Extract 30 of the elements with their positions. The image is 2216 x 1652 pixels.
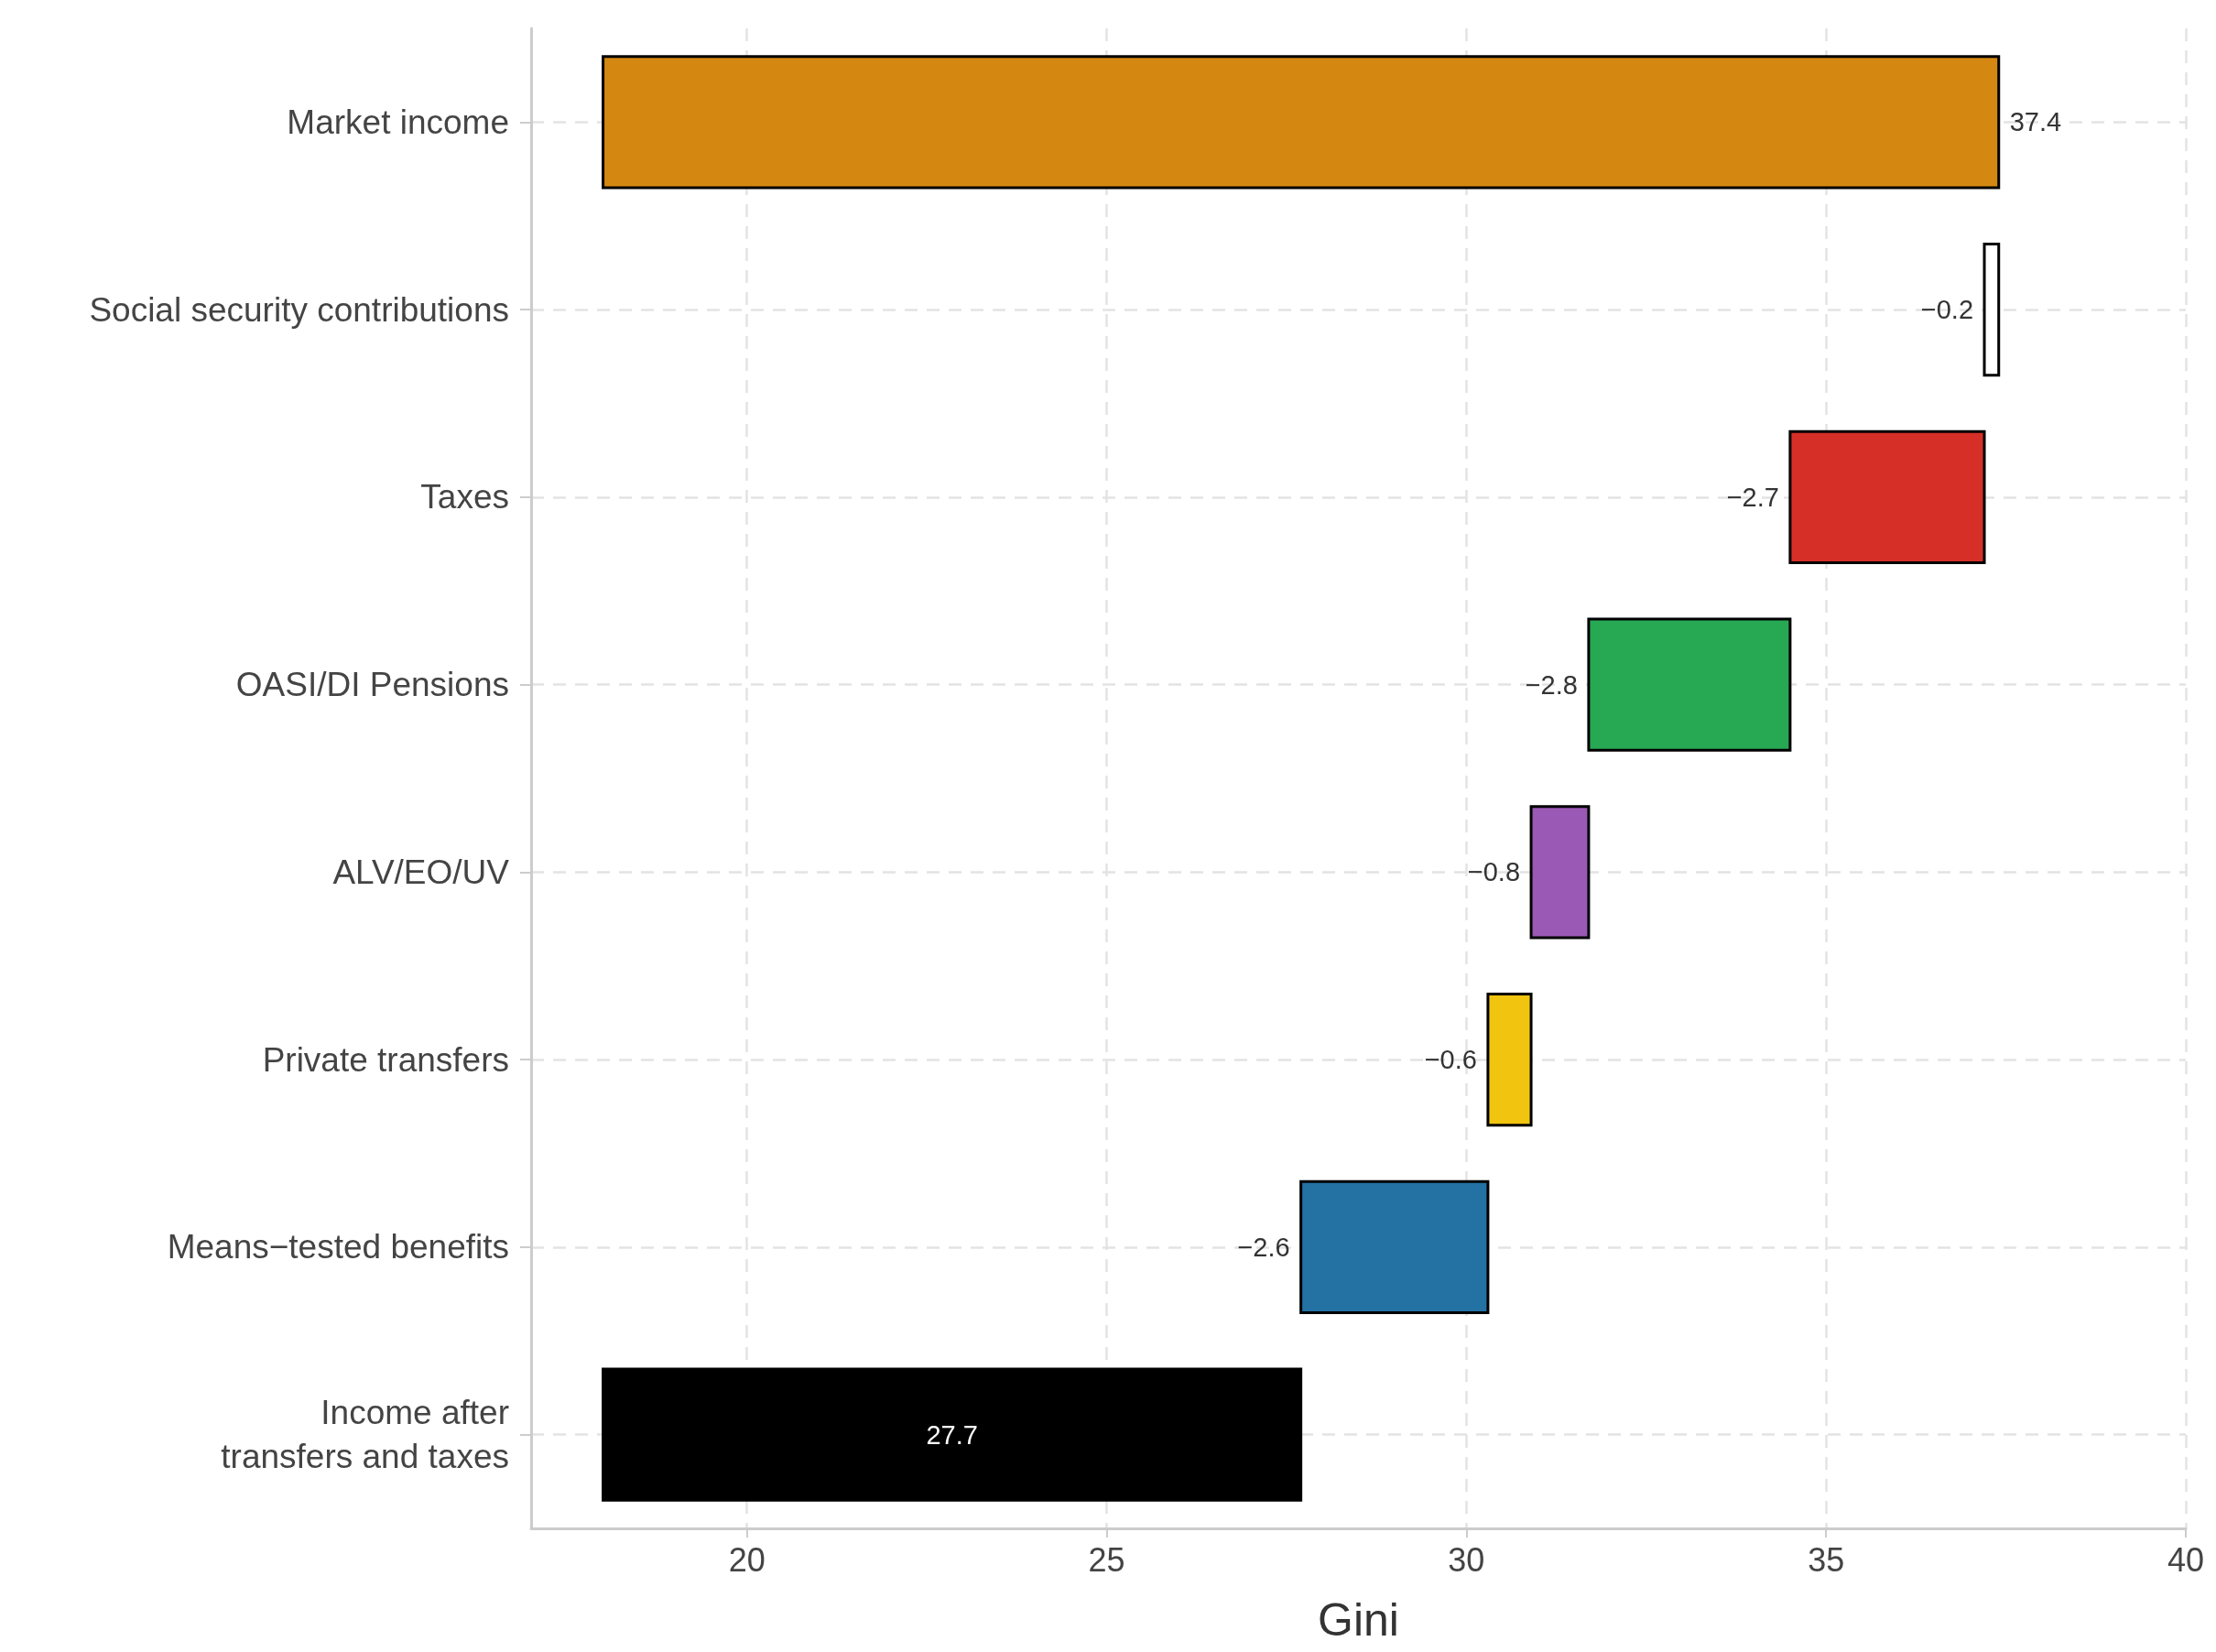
- bar: [602, 55, 2001, 190]
- bar: [1486, 992, 1533, 1127]
- data-label: −2.6: [1237, 1232, 1290, 1262]
- x-tick-label: 40: [2167, 1540, 2205, 1579]
- y-tick-label: Means−tested benefits: [167, 1228, 509, 1266]
- y-tick-label: Taxes: [420, 478, 509, 516]
- bar: [1299, 1179, 1490, 1315]
- data-label: −2.8: [1525, 669, 1578, 700]
- y-tick-label: OASI/DI Pensions: [235, 666, 509, 704]
- bar: [1788, 429, 1986, 565]
- y-tick-label: Income after transfers and taxes: [221, 1394, 509, 1476]
- data-label: 27.7: [926, 1419, 978, 1450]
- data-label: −0.2: [1920, 295, 1974, 325]
- data-label: 37.4: [2009, 107, 2062, 137]
- x-tick-label: 25: [1088, 1540, 1125, 1579]
- bar: [1529, 805, 1591, 940]
- x-tick-label: 30: [1448, 1540, 1485, 1579]
- y-tick-label: Private transfers: [262, 1040, 509, 1079]
- data-label: −0.8: [1467, 857, 1521, 887]
- y-tick-label: Market income: [287, 103, 509, 141]
- y-tick-label: Social security contributions: [89, 290, 509, 329]
- y-tick-label: ALV/EO/UV: [332, 853, 510, 891]
- x-tick-label: 20: [728, 1540, 766, 1579]
- x-axis-title: Gini: [1318, 1594, 1399, 1646]
- bar: [1587, 617, 1792, 752]
- bar: [602, 1367, 1303, 1502]
- data-label: −0.6: [1424, 1045, 1477, 1075]
- bar: [1982, 242, 2001, 377]
- data-label: −2.7: [1726, 482, 1779, 512]
- x-tick-label: 35: [1808, 1540, 1845, 1579]
